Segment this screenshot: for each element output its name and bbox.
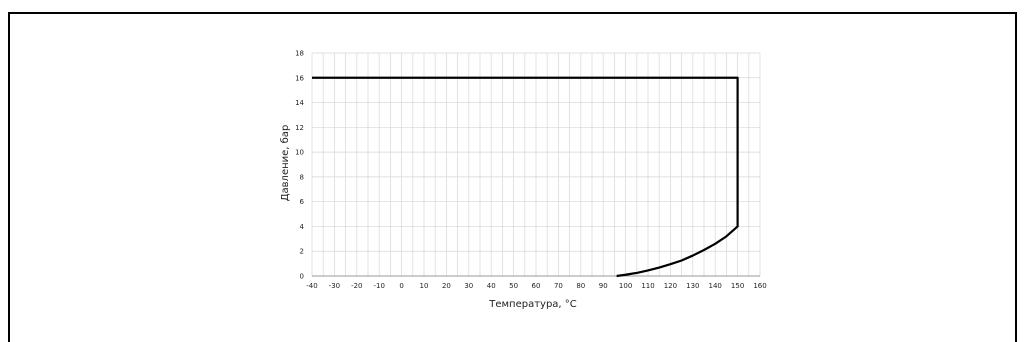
x-axis-label: Температура, °С: [488, 299, 577, 310]
x-tick-label: -40: [306, 282, 317, 290]
series-group: [312, 76, 739, 278]
y-tick-label: 8: [300, 173, 304, 181]
y-axis-label: Давление, бар: [280, 125, 291, 202]
x-tick-label: 10: [420, 282, 429, 290]
x-tick-labels: -40 -30 -20 -10 0 10 20 30 40 50 60 70 80 90 100 110 120…: [306, 282, 766, 290]
y-tick-label: 4: [300, 223, 305, 231]
y-tick-label: 14: [295, 99, 304, 107]
x-tick-label: 20: [442, 282, 451, 290]
y-tick-labels: 0 2 4 6 8 10 12 14 16 18: [295, 50, 304, 281]
series-line: [312, 76, 739, 278]
grid: [311, 52, 761, 277]
x-tick-label: -20: [351, 282, 362, 290]
y-tick-label: 12: [295, 124, 304, 132]
x-tick-label: -30: [329, 282, 340, 290]
x-tick-label: 0: [399, 282, 403, 290]
x-tick-label: 40: [487, 282, 496, 290]
x-tick-label: 120: [664, 282, 677, 290]
y-tick-label: 18: [295, 50, 304, 58]
x-tick-label: -10: [373, 282, 384, 290]
x-tick-label: 80: [576, 282, 585, 290]
x-tick-label: 140: [709, 282, 722, 290]
x-tick-label: 130: [686, 282, 699, 290]
y-tick-label: 16: [295, 74, 304, 82]
y-tick-label: 10: [295, 149, 304, 157]
x-tick-label: 50: [509, 282, 518, 290]
x-tick-label: 150: [731, 282, 744, 290]
y-tick-label: 0: [300, 273, 304, 281]
y-tick-label: 2: [300, 248, 304, 256]
x-tick-label: 100: [619, 282, 632, 290]
x-tick-label: 160: [753, 282, 766, 290]
x-tick-label: 90: [599, 282, 608, 290]
y-tick-label: 6: [300, 198, 305, 206]
x-tick-label: 110: [641, 282, 654, 290]
x-tick-label: 30: [464, 282, 473, 290]
x-tick-label: 60: [532, 282, 541, 290]
x-tick-label: 70: [554, 282, 563, 290]
